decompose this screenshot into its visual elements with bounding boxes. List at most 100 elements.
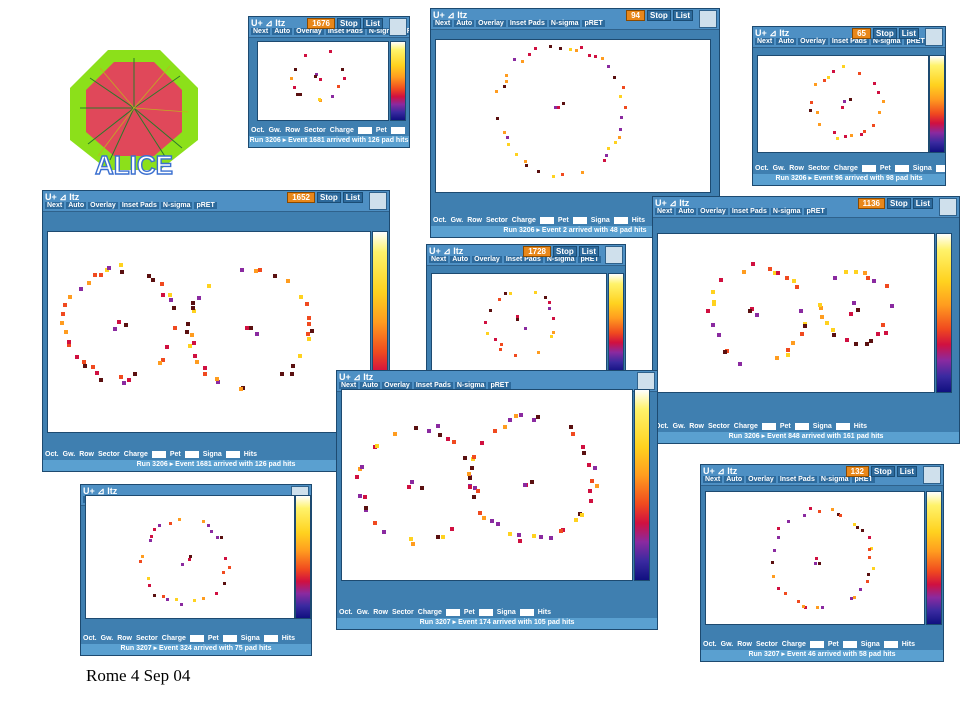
control-field-4[interactable] [539,217,554,224]
window-menu[interactable]: U+ ⊿ Itz [251,18,286,28]
tool-button-5[interactable]: pRET [852,476,875,483]
control-field-4[interactable] [761,423,776,430]
stop-button[interactable]: Stop [870,466,895,477]
control-label-3[interactable]: Sector [135,635,158,642]
tool-button-4[interactable]: N-sigma [770,208,803,215]
control-label-7[interactable]: Hits [631,217,645,224]
control-label-5[interactable]: Pet [375,127,387,134]
control-field-5[interactable] [572,217,587,224]
window-menu[interactable]: U+ ⊿ Itz [45,192,80,202]
control-label-7[interactable]: Hits [901,641,915,648]
control-label-5[interactable]: Pet [207,635,219,642]
list-button[interactable]: List [672,10,693,21]
window-menu[interactable]: U+ ⊿ Itz [429,246,464,256]
list-button[interactable]: List [578,246,599,257]
control-label-0[interactable]: Oct. [251,127,265,134]
control-label-4[interactable]: Charge [417,609,442,616]
list-button[interactable]: List [342,192,363,203]
tool-button-1[interactable]: Auto [776,38,797,45]
control-label-3[interactable]: Sector [755,641,778,648]
window-menu[interactable]: U+ ⊿ Itz [83,486,118,496]
control-label-2[interactable]: Row [737,641,752,648]
tool-button-0[interactable]: Next [703,476,723,483]
stop-button[interactable]: Stop [552,246,577,257]
control-field-4[interactable] [189,635,204,642]
window-menu[interactable]: U+ ⊿ Itz [433,10,468,20]
stop-button[interactable]: Stop [646,10,671,21]
control-label-3[interactable]: Sector [485,217,508,224]
control-label-5[interactable]: Pet [879,165,891,172]
control-label-0[interactable]: Oct. [45,451,59,458]
control-label-0[interactable]: Oct. [655,423,669,430]
control-label-6[interactable]: Signa [812,423,832,430]
control-label-7[interactable]: Hits [853,423,867,430]
control-label-5[interactable]: Pet [779,423,791,430]
control-field-5[interactable] [794,423,809,430]
control-label-5[interactable]: Pet [463,609,475,616]
stop-button[interactable]: Stop [336,18,361,29]
control-label-1[interactable]: Gw. [62,451,76,458]
tool-button-5[interactable]: pRET [582,20,605,27]
control-label-0[interactable]: Oct. [83,635,97,642]
control-field-6[interactable] [835,423,850,430]
tool-button-1[interactable]: Auto [66,202,87,209]
control-label-3[interactable]: Sector [807,165,830,172]
control-label-7[interactable]: Hits [243,451,257,458]
control-label-6[interactable]: Signa [409,127,410,134]
stop-button[interactable]: Stop [886,198,911,209]
window-menu[interactable]: U+ ⊿ Itz [703,466,738,476]
control-field-6[interactable] [225,451,240,458]
tool-button-0[interactable]: Next [655,208,675,215]
tool-button-3[interactable]: Inset Pads [777,476,817,483]
control-field-5[interactable] [390,127,405,134]
tool-button-5[interactable]: pRET [194,202,217,209]
tool-button-0[interactable]: Next [755,38,775,45]
control-field-4[interactable] [151,451,166,458]
control-label-2[interactable]: Row [373,609,388,616]
window-menu[interactable]: U+ ⊿ Itz [755,28,790,38]
tool-button-0[interactable]: Next [45,202,65,209]
tool-button-0[interactable]: Next [429,256,449,263]
tool-button-1[interactable]: Auto [724,476,745,483]
list-button[interactable]: List [896,466,917,477]
tool-button-3[interactable]: Inset Pads [729,208,769,215]
tool-button-0[interactable]: Next [339,382,359,389]
control-label-2[interactable]: Row [117,635,132,642]
control-label-6[interactable]: Signa [590,217,610,224]
control-label-1[interactable]: Gw. [672,423,686,430]
control-label-0[interactable]: Oct. [703,641,717,648]
control-label-2[interactable]: Row [79,451,94,458]
control-label-1[interactable]: Gw. [100,635,114,642]
control-label-0[interactable]: Oct. [755,165,769,172]
control-label-1[interactable]: Gw. [450,217,464,224]
control-label-1[interactable]: Gw. [720,641,734,648]
control-label-0[interactable]: Oct. [339,609,353,616]
control-field-6[interactable] [263,635,278,642]
control-label-2[interactable]: Row [789,165,804,172]
tool-button-1[interactable]: Auto [272,28,293,35]
tool-button-4[interactable]: N-sigma [548,20,581,27]
control-label-6[interactable]: Signa [240,635,260,642]
control-label-6[interactable]: Signa [912,165,932,172]
tool-button-0[interactable]: Next [433,20,453,27]
tool-button-2[interactable]: Overlay [88,202,118,209]
tool-button-2[interactable]: Overlay [746,476,776,483]
tool-button-1[interactable]: Auto [454,20,475,27]
control-label-5[interactable]: Pet [169,451,181,458]
control-label-2[interactable]: Row [285,127,300,134]
control-field-5[interactable] [894,165,909,172]
tool-button-2[interactable]: Overlay [698,208,728,215]
tool-button-3[interactable]: Inset Pads [413,382,453,389]
tool-button-4[interactable]: N-sigma [544,256,577,263]
control-label-6[interactable]: Signa [496,609,516,616]
tool-button-4[interactable]: N-sigma [870,38,903,45]
control-label-6[interactable]: Signa [860,641,880,648]
control-label-4[interactable]: Charge [833,165,858,172]
window-menu[interactable]: U+ ⊿ Itz [655,198,690,208]
control-label-1[interactable]: Gw. [356,609,370,616]
control-label-4[interactable]: Charge [733,423,758,430]
tool-button-1[interactable]: Auto [360,382,381,389]
control-field-5[interactable] [842,641,857,648]
tool-button-4[interactable]: N-sigma [366,28,399,35]
control-field-6[interactable] [883,641,898,648]
